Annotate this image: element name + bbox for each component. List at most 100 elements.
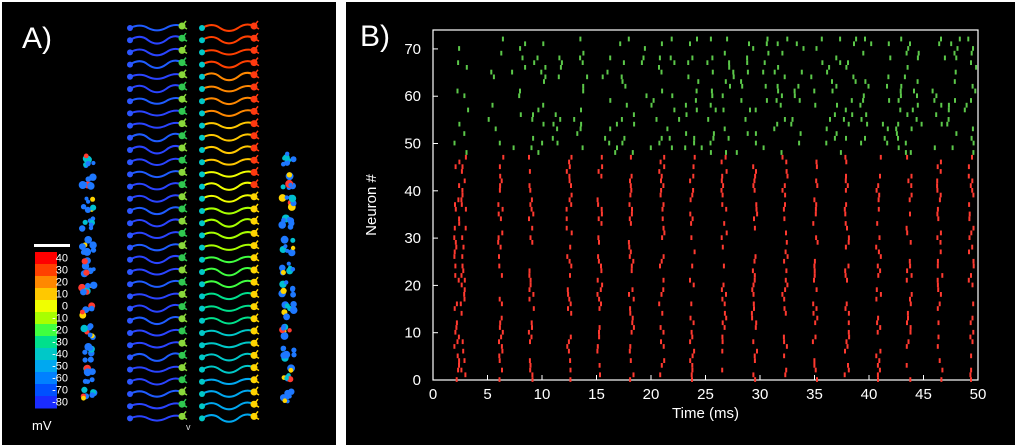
- neuron-soma: [199, 281, 205, 288]
- neuron-branch: [181, 374, 188, 384]
- neuron-branch: [181, 240, 188, 250]
- neuron-dendrite: [201, 341, 255, 349]
- colorbar-tick-label: -40: [52, 349, 68, 361]
- neuron-dendrite: [129, 157, 183, 166]
- neuron-dendrite: [201, 255, 255, 264]
- cell-blob: [90, 247, 97, 253]
- neuron-soma: [199, 98, 205, 105]
- neuron-branch: [253, 142, 260, 152]
- colorbar-tick-label: -70: [52, 385, 68, 397]
- neuron-soma: [127, 110, 133, 117]
- neuron-dendrite: [129, 218, 183, 228]
- neuron-dendrite: [201, 181, 255, 191]
- cell-blob: [89, 368, 96, 375]
- colorbar-swatch: [35, 300, 57, 313]
- y-tick-label: 40: [404, 183, 421, 200]
- neuron-dendrite: [201, 60, 255, 69]
- neuron-dendrite: [201, 145, 255, 155]
- neuron-branch: [253, 191, 260, 201]
- neuron-branch: [253, 288, 260, 299]
- cell-blob: [288, 367, 294, 373]
- neuron-soma: [199, 73, 205, 80]
- neuron-dendrite: [129, 97, 183, 105]
- cell-blob: [84, 236, 92, 244]
- neuron-soma: [199, 147, 205, 153]
- neuron-soma: [199, 317, 205, 324]
- cell-blob: [280, 235, 289, 244]
- neuron-soma: [127, 232, 133, 239]
- neuron-branch: [253, 313, 260, 323]
- y-tick-label: 20: [404, 277, 421, 294]
- colorbar-tick-label: 10: [56, 289, 68, 301]
- neuron-dendrite: [201, 109, 255, 117]
- raster-spikes: [453, 36, 978, 382]
- neuron-branch: [181, 44, 188, 55]
- neuron-branch: [253, 203, 260, 213]
- neuron-branch: [181, 313, 188, 323]
- cell-blob: [82, 219, 88, 225]
- y-tick-label: 10: [404, 325, 421, 342]
- neuron-soma: [199, 86, 205, 92]
- cell-blob: [80, 249, 87, 255]
- cell-blob: [284, 389, 291, 397]
- cell-blob: [287, 328, 292, 333]
- neuron-branch: [181, 252, 188, 262]
- neuron-branch: [253, 20, 260, 30]
- cell-blob: [86, 199, 91, 204]
- cell-blob: [88, 222, 94, 228]
- neuron-branch: [181, 20, 188, 30]
- neuron-soma: [127, 281, 133, 288]
- x-tick-label: 5: [483, 386, 491, 403]
- neuron-dendrite: [201, 96, 255, 106]
- panel-b: B) 0 5 10 15 20 25 30 35 40 45 50 0 10 20 30 40 50 60 70 Ti…: [346, 2, 1015, 445]
- neuron-dendrite: [129, 132, 183, 143]
- neuron-branch: [181, 215, 188, 225]
- neuron-dendrite: [201, 304, 255, 312]
- neuron-soma: [127, 98, 133, 105]
- cell-blob: [291, 352, 297, 358]
- neuron-soma: [199, 171, 205, 178]
- cell-blob: [290, 267, 296, 272]
- scale-bar: [34, 244, 70, 247]
- cell-blob: [80, 324, 88, 333]
- neuron-branch: [253, 362, 260, 372]
- cell-blob: [290, 156, 297, 163]
- neuron-dendrite: [129, 121, 183, 129]
- neuron-branch: [253, 301, 260, 311]
- neuron-branch: [253, 276, 260, 286]
- neuron-dendrite: [129, 267, 183, 276]
- cell-blob: [89, 377, 95, 383]
- cell-blob: [290, 291, 296, 298]
- y-tick-label: 0: [413, 372, 421, 389]
- cell-blob: [89, 241, 97, 249]
- cell-blob: [284, 280, 289, 285]
- cell-blob: [90, 204, 97, 211]
- neuron-branch: [181, 130, 188, 140]
- neuron-dendrite: [129, 341, 183, 349]
- cell-blob: [91, 160, 96, 166]
- neuron-branch: [181, 203, 188, 213]
- neuron-branch: [253, 44, 260, 55]
- neuron-branch: [181, 398, 188, 408]
- neuron-branch: [181, 105, 188, 116]
- colorbar-tick-label: -80: [52, 397, 68, 409]
- neuron-branch: [253, 227, 260, 238]
- panel-a: A) 40 30 20 10 0 -10 -20 -30 -40 -50 -60 -70 -80 mV v: [2, 2, 336, 445]
- neuron-soma: [199, 256, 205, 263]
- cell-blob: [290, 301, 297, 308]
- neuron-branch: [181, 325, 188, 335]
- neuron-soma: [127, 37, 133, 44]
- neuron-branch: [253, 105, 260, 116]
- cell-blob: [88, 305, 95, 312]
- cell-blob: [88, 345, 94, 351]
- colorbar-tick-label: 20: [56, 277, 68, 289]
- neuron-dendrite: [201, 194, 255, 203]
- cell-blob: [283, 244, 288, 249]
- neuron-dendrite: [201, 413, 255, 423]
- cell-blob: [87, 356, 94, 363]
- colorbar-tick-label: -20: [52, 325, 68, 337]
- x-axis-label: Time (ms): [672, 405, 739, 422]
- cell-blob: [283, 313, 290, 321]
- neuron-soma: [127, 305, 133, 312]
- neuron-branch: [181, 118, 188, 128]
